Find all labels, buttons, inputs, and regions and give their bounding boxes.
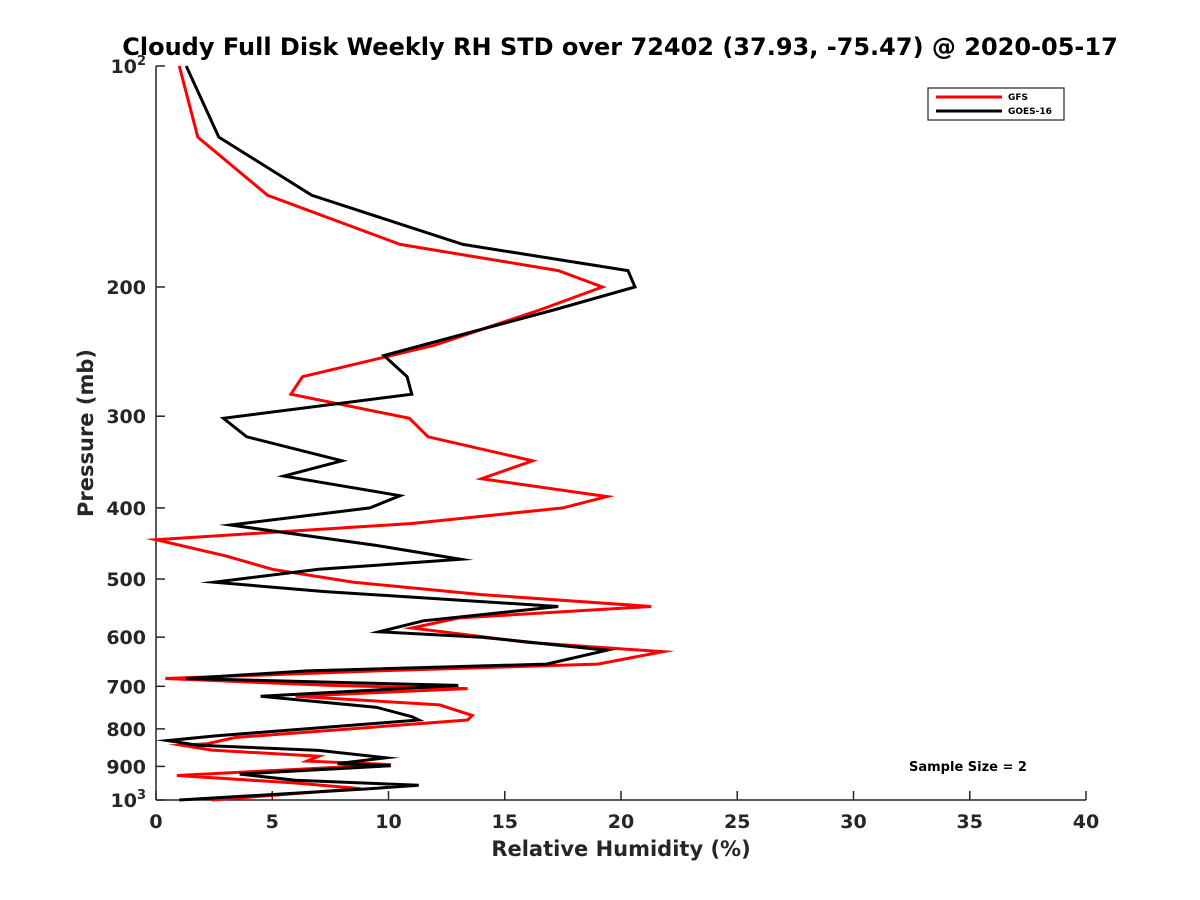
y-tick-exponent: 2 [137, 54, 146, 69]
x-tick-label: 15 [492, 811, 518, 833]
y-tick-label: 300 [106, 406, 146, 428]
y-tick-label: 900 [106, 756, 146, 778]
x-ticks: 0 5 10 15 20 25 30 35 40 [149, 791, 1099, 833]
y-tick-label: 200 [106, 277, 146, 299]
series-line-goes-16 [155, 65, 638, 802]
y-tick-label: 500 [106, 569, 146, 591]
legend-label: GFS [1008, 93, 1028, 103]
y-tick-label: 103 [111, 788, 147, 812]
sample-size-annotation: Sample Size = 2 [909, 760, 1027, 775]
y-axis-label: Pressure (mb) [74, 349, 98, 517]
x-tick-label: 5 [266, 811, 279, 833]
x-tick-label: 30 [840, 811, 866, 833]
y-tick-base: 10 [111, 790, 137, 812]
y-tick-label: 800 [106, 719, 146, 741]
series-line-gfs [145, 65, 675, 802]
chart-title: Cloudy Full Disk Weekly RH STD over 7240… [122, 33, 1118, 61]
y-tick-exponent: 3 [137, 788, 146, 803]
x-tick-label: 35 [957, 811, 983, 833]
series-lines [145, 65, 675, 802]
plot-area: 0 5 10 15 20 25 30 35 40 10220030040050060070080… [106, 54, 1099, 833]
legend-label: GOES-16 [1008, 107, 1052, 117]
x-tick-label: 10 [375, 811, 401, 833]
x-tick-label: 0 [149, 811, 162, 833]
x-axis-label: Relative Humidity (%) [491, 837, 750, 861]
y-tick-label: 600 [106, 627, 146, 649]
x-tick-label: 40 [1073, 811, 1099, 833]
legend-box [927, 87, 1065, 121]
x-tick-label: 25 [724, 811, 750, 833]
x-tick-label: 20 [608, 811, 634, 833]
y-tick-label: 102 [111, 54, 147, 78]
y-tick-base: 10 [111, 56, 137, 78]
y-tick-label: 700 [106, 676, 146, 698]
legend: GFS GOES-16 [927, 87, 1065, 121]
legend-entries: GFS GOES-16 [936, 93, 1052, 117]
y-tick-label: 400 [106, 498, 146, 520]
